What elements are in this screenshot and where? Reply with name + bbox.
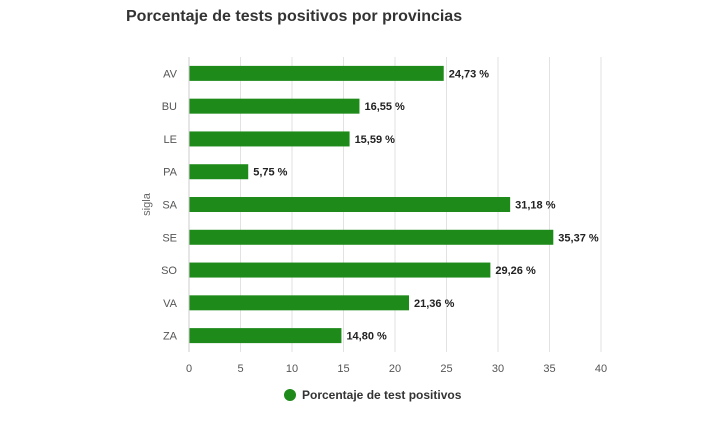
y-tick-label: AV — [163, 68, 178, 80]
y-tick-label: ZA — [163, 331, 178, 343]
bar-data-label: 35,37 % — [558, 232, 599, 244]
bar-data-label: 21,36 % — [414, 298, 455, 310]
bar[interactable] — [189, 229, 554, 245]
x-tick-label: 15 — [337, 363, 349, 375]
legend[interactable]: Porcentaje de test positivos — [284, 388, 461, 402]
bar-data-label: 15,59 % — [355, 134, 396, 146]
chart-title: Porcentaje de tests positivos por provin… — [126, 8, 463, 25]
x-tick-label: 30 — [492, 363, 504, 375]
x-tick-label: 25 — [440, 363, 452, 375]
bar[interactable] — [189, 262, 491, 278]
bar[interactable] — [189, 131, 350, 147]
y-tick-label: SO — [161, 265, 177, 277]
y-tick-label: BU — [162, 101, 177, 113]
bar[interactable] — [189, 98, 360, 114]
x-tick-label: 5 — [237, 363, 243, 375]
bar-data-label: 14,80 % — [346, 331, 387, 343]
y-axis-title: sigla — [141, 192, 153, 216]
legend-marker-icon — [284, 389, 296, 401]
x-tick-label: 10 — [286, 363, 298, 375]
legend-label: Porcentaje de test positivos — [302, 388, 462, 402]
bar[interactable] — [189, 164, 249, 180]
bar[interactable] — [189, 65, 444, 81]
y-axis-tick-labels: AV BU LE PA SA SE SO VA ZA — [161, 68, 178, 342]
y-tick-label: PA — [163, 167, 178, 179]
x-tick-label: 40 — [595, 363, 607, 375]
y-tick-label: LE — [164, 134, 177, 146]
y-tick-label: VA — [163, 298, 178, 310]
bar-data-label: 16,55 % — [364, 101, 405, 113]
bar-data-label: 24,73 % — [449, 68, 490, 80]
x-axis-tick-labels: 0 5 10 15 20 25 30 35 40 — [186, 363, 607, 375]
y-tick-label: SE — [162, 232, 177, 244]
x-tick-label: 20 — [389, 363, 401, 375]
y-tick-label: SA — [162, 200, 177, 212]
bars — [189, 65, 554, 344]
x-tick-label: 0 — [186, 363, 192, 375]
bar[interactable] — [189, 197, 511, 212]
bar-data-label: 5,75 % — [253, 167, 287, 179]
bar-data-label: 29,26 % — [495, 265, 536, 277]
x-tick-label: 35 — [543, 363, 555, 375]
bar[interactable] — [189, 328, 342, 344]
bar-data-label: 31,18 % — [515, 200, 556, 212]
bar-labels: 24,73 % 16,55 % 15,59 % 5,75 % 31,18 % 35,37 … — [253, 68, 599, 342]
bar[interactable] — [189, 295, 410, 311]
